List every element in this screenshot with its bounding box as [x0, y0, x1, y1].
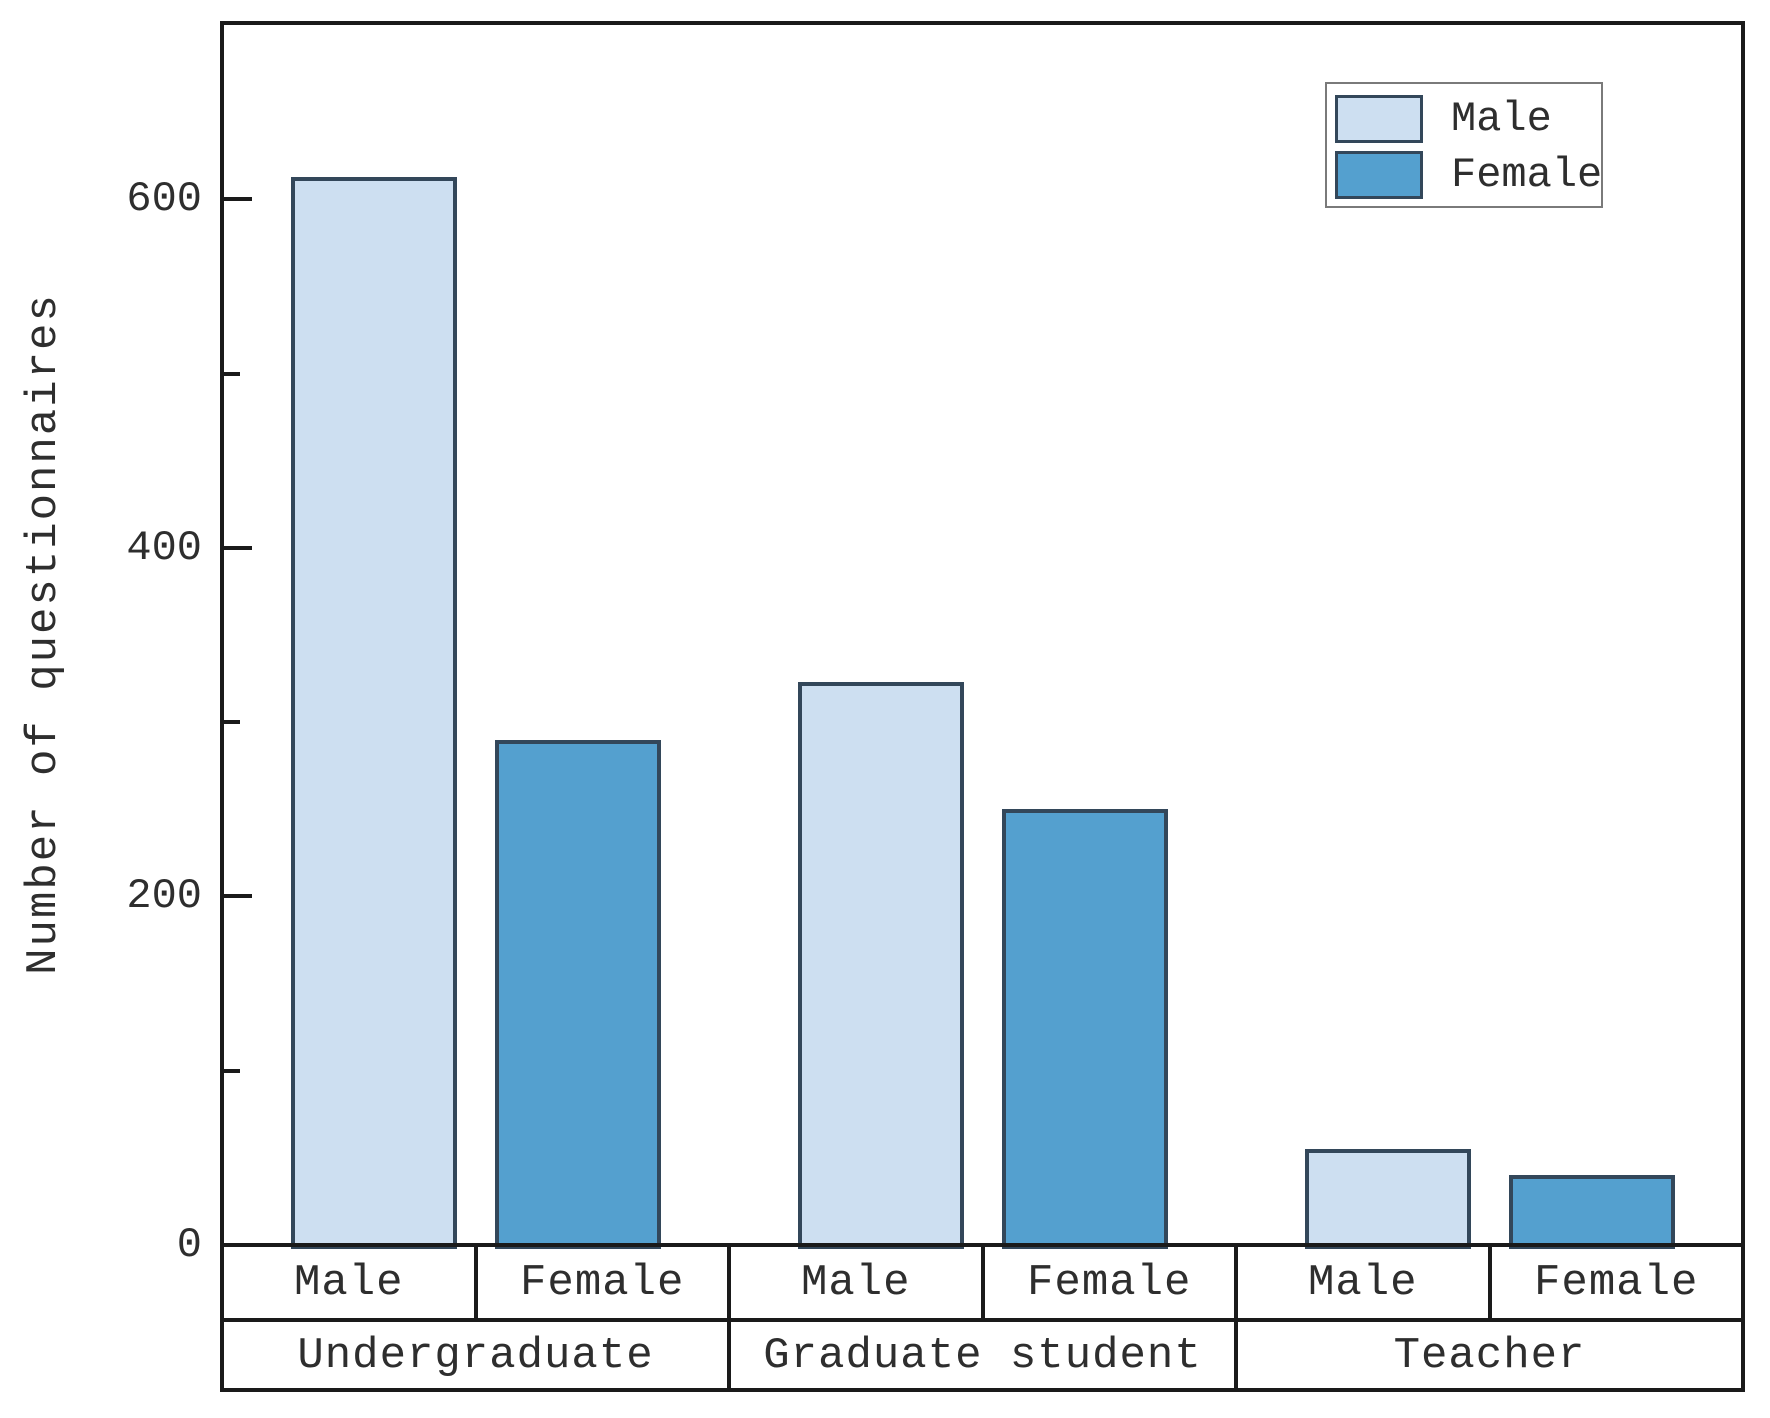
bar-teacher-male — [1304, 1149, 1471, 1249]
legend-label-female: Female — [1451, 151, 1603, 199]
table-divider-row1 — [727, 1247, 731, 1318]
x-axis-cell-female-5: Female — [1534, 1257, 1699, 1308]
legend-label-male: Male — [1451, 95, 1552, 143]
table-row-divider — [220, 1318, 1745, 1322]
table-divider-row2 — [727, 1322, 731, 1388]
table-divider-row1 — [1487, 1247, 1492, 1318]
y-tick-label: 0 — [176, 1221, 202, 1269]
legend-swatch-female-icon — [1335, 151, 1423, 199]
bar-undergraduate-male — [290, 177, 457, 1249]
table-divider-row1 — [1234, 1247, 1238, 1318]
x-axis-cell-male-0: Male — [293, 1257, 404, 1308]
legend-swatch-male-icon — [1335, 95, 1423, 143]
x-axis-cell-female-1: Female — [520, 1257, 685, 1308]
bar-teacher-female — [1508, 1175, 1675, 1249]
bar-graduate-student-female — [1001, 809, 1168, 1249]
x-axis-cell-male-4: Male — [1307, 1257, 1418, 1308]
y-tick-label: 600 — [126, 175, 202, 224]
y-axis-major-tick — [224, 545, 252, 550]
table-divider-row1 — [980, 1247, 985, 1318]
y-axis-minor-tick — [224, 1068, 240, 1073]
table-divider-row2 — [1234, 1322, 1238, 1388]
y-axis-major-tick — [224, 197, 252, 202]
y-axis-major-tick — [224, 894, 252, 899]
table-divider-row1 — [473, 1247, 478, 1318]
x-axis-cell-female-3: Female — [1027, 1257, 1192, 1308]
y-axis-minor-tick — [224, 720, 240, 725]
x-axis-group-cell-teacher: Teacher — [1393, 1331, 1586, 1381]
bar-undergraduate-female — [494, 740, 661, 1249]
y-axis-minor-tick — [224, 371, 240, 376]
y-tick-label: 400 — [126, 523, 202, 572]
bar-graduate-student-male — [797, 682, 964, 1249]
x-axis-cell-male-2: Male — [800, 1257, 911, 1308]
legend: Male Female — [1325, 82, 1603, 208]
y-tick-label: 200 — [126, 872, 202, 921]
x-axis-group-cell-undergraduate: Undergraduate — [297, 1331, 654, 1381]
x-axis-group-cell-graduate-student: Graduate student — [763, 1331, 1202, 1381]
plot-frame — [220, 21, 1745, 1392]
legend-item-male: Male — [1335, 94, 1601, 144]
legend-item-female: Female — [1335, 150, 1603, 200]
x-axis-line — [220, 1243, 1745, 1247]
